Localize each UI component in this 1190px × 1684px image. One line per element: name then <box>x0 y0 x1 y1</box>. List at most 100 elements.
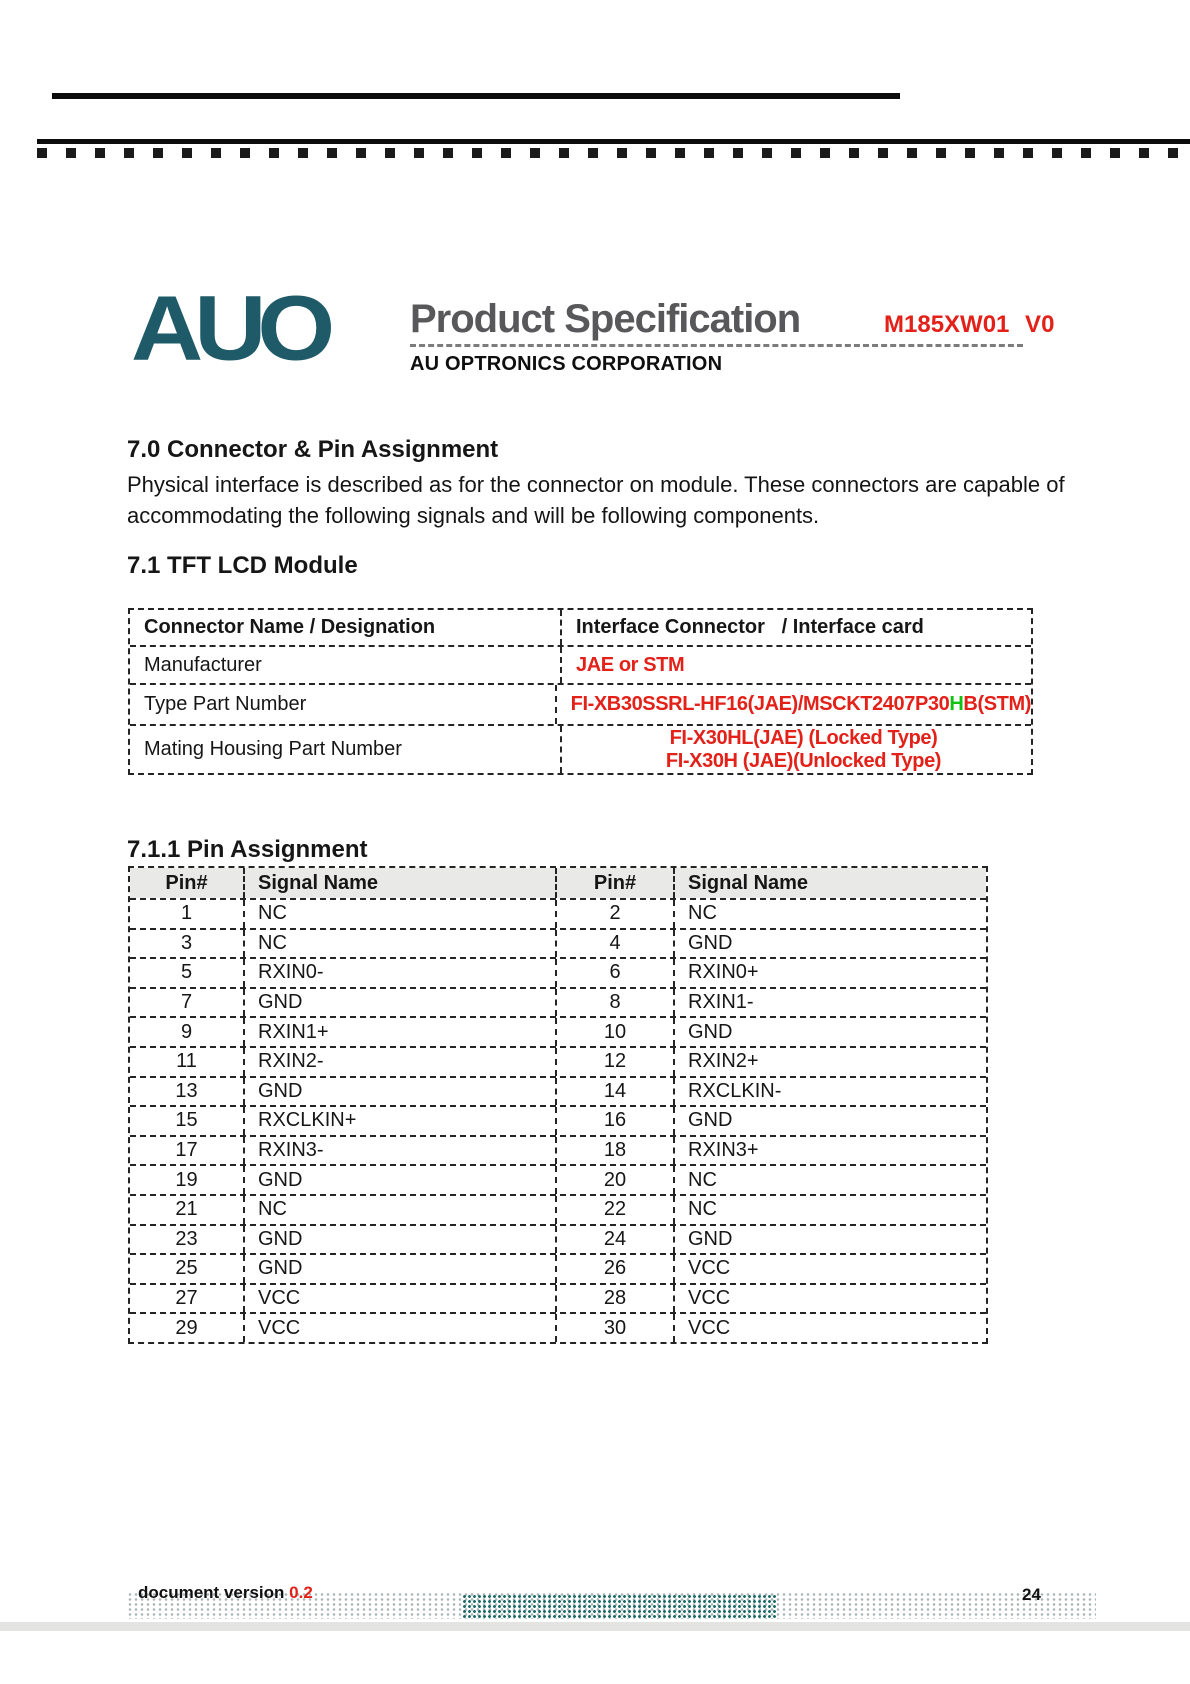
mating-housing-label: Mating Housing Part Number <box>130 726 562 773</box>
signal-name-cell: RXCLKIN- <box>688 1079 782 1102</box>
signal-name-cell: RXIN3- <box>245 1136 557 1165</box>
pin-table-row: 23 GND 24 GND <box>130 1223 986 1254</box>
pin-number-cell: 20 <box>557 1166 675 1194</box>
pin-table-row: 11 RXIN2- 12 RXIN2+ <box>130 1045 986 1076</box>
pin-number-cell: 26 <box>557 1255 675 1283</box>
section-7-0-body: Physical interface is described as for t… <box>127 469 1065 531</box>
signal-name-cell: GND <box>245 1255 557 1283</box>
signal-name-cell: RXIN1+ <box>245 1018 557 1046</box>
manufacturer-row: Manufacturer JAE or STM <box>130 645 1031 683</box>
pin-table-row: 27 VCC 28 VCC <box>130 1282 986 1313</box>
manufacturer-label: Manufacturer <box>130 647 562 683</box>
type-part-number-green-letter: H <box>949 693 964 715</box>
signal-name-cell: RXIN2- <box>245 1047 557 1076</box>
signal-name-cell: RXIN3+ <box>688 1139 759 1162</box>
signal-name-cell: GND <box>688 1020 733 1043</box>
pin-number-cell: 19 <box>130 1166 245 1194</box>
pin-number-cell: 22 <box>557 1195 675 1224</box>
pin-number-cell: 23 <box>130 1225 245 1254</box>
type-part-number-pre: FI-XB30SSRL-HF16(JAE)/MSCKT2407P30 <box>570 693 950 715</box>
pin-number-cell: 3 <box>130 929 245 958</box>
mating-housing-value: FI-X30HL(JAE) (Locked Type) FI-X30H (JAE… <box>562 726 1031 773</box>
body-line-2: accommodating the following signals and … <box>127 503 820 528</box>
type-part-number-label: Type Part Number <box>130 685 557 724</box>
signal-name-cell: GND <box>245 988 557 1017</box>
section-7-1-heading: 7.1 TFT LCD Module <box>127 552 358 579</box>
pin-table-row: 5 RXIN0- 6 RXIN0+ <box>130 957 986 987</box>
title-dashed-underline <box>410 344 1023 347</box>
document-version: document version 0.2 <box>138 1583 313 1603</box>
signal-name-cell: VCC <box>245 1314 557 1342</box>
top-rule-long <box>37 139 1190 144</box>
signal-name-cell: GND <box>245 1225 557 1254</box>
pin-number-cell: 2 <box>557 900 675 928</box>
pin-number-cell: 24 <box>557 1225 675 1254</box>
pin-number-cell: 1 <box>130 900 245 928</box>
pin-assignment-table: Pin# Signal Name Pin# Signal Name 1 NC 2 NC… <box>128 866 988 1344</box>
pin-number-cell: 14 <box>557 1077 675 1106</box>
pin-table-body: 1 NC 2 NC 3 NC 4 GND 5 RXIN0- 6 RXIN0+ 7 GND 8 RXIN1- 9 R… <box>130 898 986 1342</box>
pin-number-cell: 7 <box>130 988 245 1017</box>
connector-table-header-row: Connector Name / Designation Interface C… <box>130 610 1031 645</box>
pin-number-cell: 27 <box>130 1284 245 1313</box>
signal-name-cell: VCC <box>688 1287 731 1310</box>
pin-number-cell: 9 <box>130 1018 245 1046</box>
pin-number-cell: 12 <box>557 1047 675 1076</box>
footer-gray-bar <box>0 1622 1190 1631</box>
pin-number-cell: 28 <box>557 1284 675 1313</box>
signal-name-cell: GND <box>245 1077 557 1106</box>
signal-name-cell: RXIN0- <box>245 959 557 987</box>
signal-name-cell: NC <box>688 1198 717 1221</box>
body-line-1: Physical interface is described as for t… <box>127 472 1065 497</box>
footer-dotted-band-teal <box>462 1594 777 1618</box>
signal-name-cell: NC <box>245 1195 557 1224</box>
document-version-value: 0.2 <box>289 1583 313 1602</box>
type-part-number-post: B(STM) <box>963 693 1031 715</box>
top-rule-short <box>52 93 900 99</box>
signal-name-cell: RXCLKIN+ <box>245 1107 557 1135</box>
signal-name-cell: NC <box>688 902 717 925</box>
pin-table-row: 9 RXIN1+ 10 GND <box>130 1016 986 1046</box>
pin-table-row: 25 GND 26 VCC <box>130 1253 986 1283</box>
signal-name-cell: RXIN2+ <box>688 1050 759 1073</box>
page-number: 24 <box>1022 1585 1041 1604</box>
pin-table-row: 15 RXCLKIN+ 16 GND <box>130 1105 986 1135</box>
signal-name-cell: GND <box>688 1227 733 1250</box>
pin-number-cell: 29 <box>130 1314 245 1342</box>
type-part-number-row: Type Part Number FI-XB30SSRL-HF16(JAE)/M… <box>130 683 1031 724</box>
manufacturer-value: JAE or STM <box>576 653 685 676</box>
signal-name-cell: VCC <box>688 1257 731 1280</box>
pin-number-header-cell: Pin# <box>557 868 675 898</box>
signal-name-cell: RXIN1- <box>688 991 754 1014</box>
signal-name-cell: GND <box>688 1109 733 1132</box>
signal-name-cell: NC <box>245 929 557 958</box>
signal-name-cell: NC <box>245 900 557 928</box>
signal-name-cell: GND <box>688 931 733 954</box>
mating-housing-line-2: FI-X30H (JAE)(Unlocked Type) <box>665 749 942 772</box>
signal-name-header-cell: Signal Name <box>245 868 557 898</box>
pin-number-cell: 10 <box>557 1018 675 1046</box>
mating-housing-row: Mating Housing Part Number FI-X30HL(JAE)… <box>130 724 1031 773</box>
model-number: M185XW01 V0 <box>884 311 1055 338</box>
signal-name-cell: RXIN0+ <box>688 961 759 984</box>
signal-name-cell: VCC <box>688 1316 731 1339</box>
pin-number-cell: 6 <box>557 959 675 987</box>
pin-number-cell: 30 <box>557 1314 675 1342</box>
signal-name-cell: NC <box>688 1168 717 1191</box>
pin-table-row: 29 VCC 30 VCC <box>130 1312 986 1342</box>
connector-name-header-cell: Connector Name / Designation <box>130 610 562 645</box>
pin-table-row: 3 NC 4 GND <box>130 927 986 958</box>
signal-name-cell: VCC <box>245 1284 557 1313</box>
signal-name-cell: GND <box>245 1166 557 1194</box>
document-version-label: document version <box>138 1583 290 1602</box>
section-7-1-1-heading: 7.1.1 Pin Assignment <box>127 836 368 863</box>
pin-number-cell: 18 <box>557 1136 675 1165</box>
section-7-0-heading: 7.0 Connector & Pin Assignment <box>127 436 499 463</box>
document-title: Product Specification <box>410 297 801 341</box>
pin-table-row: 21 NC 22 NC <box>130 1193 986 1224</box>
pin-number-cell: 8 <box>557 988 675 1017</box>
type-part-number-value: FI-XB30SSRL-HF16(JAE)/MSCKT2407P30 H B(STM… <box>557 685 1032 724</box>
pin-number-cell: 11 <box>130 1047 245 1076</box>
pin-number-header-cell: Pin# <box>130 868 245 898</box>
